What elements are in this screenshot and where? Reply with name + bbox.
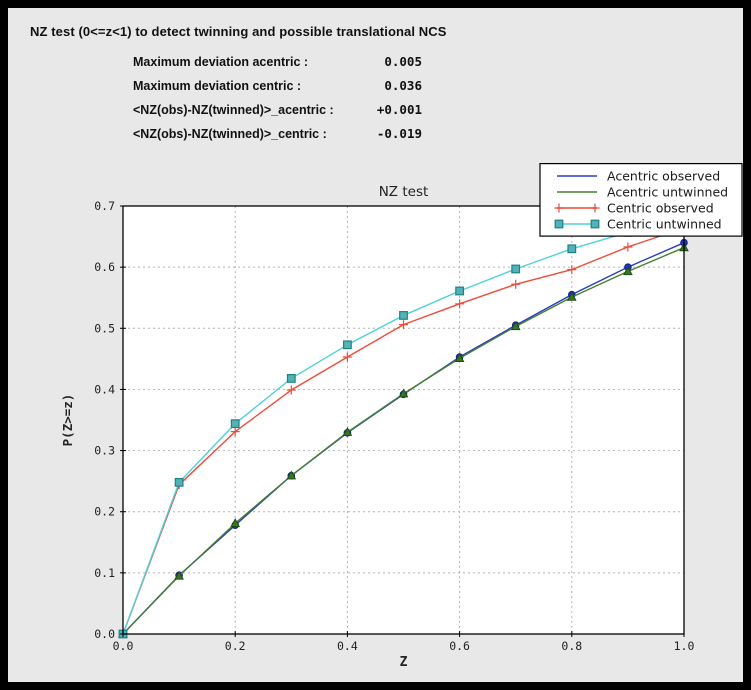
svg-text:0.3: 0.3 bbox=[94, 444, 115, 458]
stat-value: +0.001 bbox=[376, 102, 422, 117]
stat-label: Maximum deviation centric : bbox=[133, 79, 302, 93]
svg-text:0.4: 0.4 bbox=[94, 382, 115, 396]
svg-text:0.6: 0.6 bbox=[449, 639, 470, 653]
svg-text:0.0: 0.0 bbox=[94, 627, 115, 641]
svg-text:0.0: 0.0 bbox=[113, 639, 134, 653]
svg-text:1.0: 1.0 bbox=[674, 639, 695, 653]
plot-area bbox=[123, 206, 684, 634]
stat-value: 0.036 bbox=[384, 78, 422, 93]
legend-label: Acentric untwinned bbox=[607, 185, 728, 200]
axes-frame bbox=[122, 205, 685, 635]
axis-ticks: 0.0 0.2 0.4 0.6 0.8 1.0 0.0 0.1 0.2 0.3 0.4 0.5 0.6 0… bbox=[94, 199, 694, 653]
svg-text:0.4: 0.4 bbox=[337, 639, 358, 653]
stat-label: <NZ(obs)-NZ(twinned)>_centric : bbox=[133, 127, 327, 141]
chart-title: NZ test bbox=[379, 184, 429, 200]
stat-row: Maximum deviation acentric : 0.005 bbox=[133, 50, 422, 74]
app-window: NZ test (0<=z<1) to detect twinning and … bbox=[8, 8, 743, 682]
svg-text:0.1: 0.1 bbox=[94, 566, 115, 580]
svg-text:0.6: 0.6 bbox=[94, 260, 115, 274]
legend-label: Centric observed bbox=[607, 201, 714, 216]
stats-table: Maximum deviation acentric :0.005 Maximum… bbox=[133, 50, 422, 146]
nz-test-chart: 0.0 0.2 0.4 0.6 0.8 1.0 0.0 0.1 0.2 0.3 0.4 0.5 0.6 0… bbox=[60, 163, 743, 670]
stat-label: Maximum deviation acentric : bbox=[133, 55, 309, 69]
legend-label: Centric untwinned bbox=[607, 217, 722, 232]
stat-row: <NZ(obs)-NZ(twinned)>_centric : -0.019 bbox=[133, 122, 422, 146]
page-title: NZ test (0<=z<1) to detect twinning and … bbox=[30, 24, 447, 39]
svg-text:0.2: 0.2 bbox=[94, 505, 115, 519]
stat-label: <NZ(obs)-NZ(twinned)>_acentric : bbox=[133, 103, 334, 117]
svg-text:0.8: 0.8 bbox=[561, 639, 582, 653]
svg-text:0.2: 0.2 bbox=[225, 639, 246, 653]
stat-row: Maximum deviation centric : 0.036 bbox=[133, 74, 422, 98]
y-axis-label: P(Z>=z) bbox=[60, 394, 75, 447]
legend-label: Acentric observed bbox=[607, 169, 720, 184]
x-axis-label: Z bbox=[400, 655, 408, 670]
stat-row: <NZ(obs)-NZ(twinned)>_acentric : +0.001 bbox=[133, 98, 422, 122]
svg-text:0.7: 0.7 bbox=[94, 199, 115, 213]
stat-value: -0.019 bbox=[376, 126, 422, 141]
stat-value: 0.005 bbox=[384, 54, 422, 69]
svg-text:0.5: 0.5 bbox=[94, 321, 115, 335]
